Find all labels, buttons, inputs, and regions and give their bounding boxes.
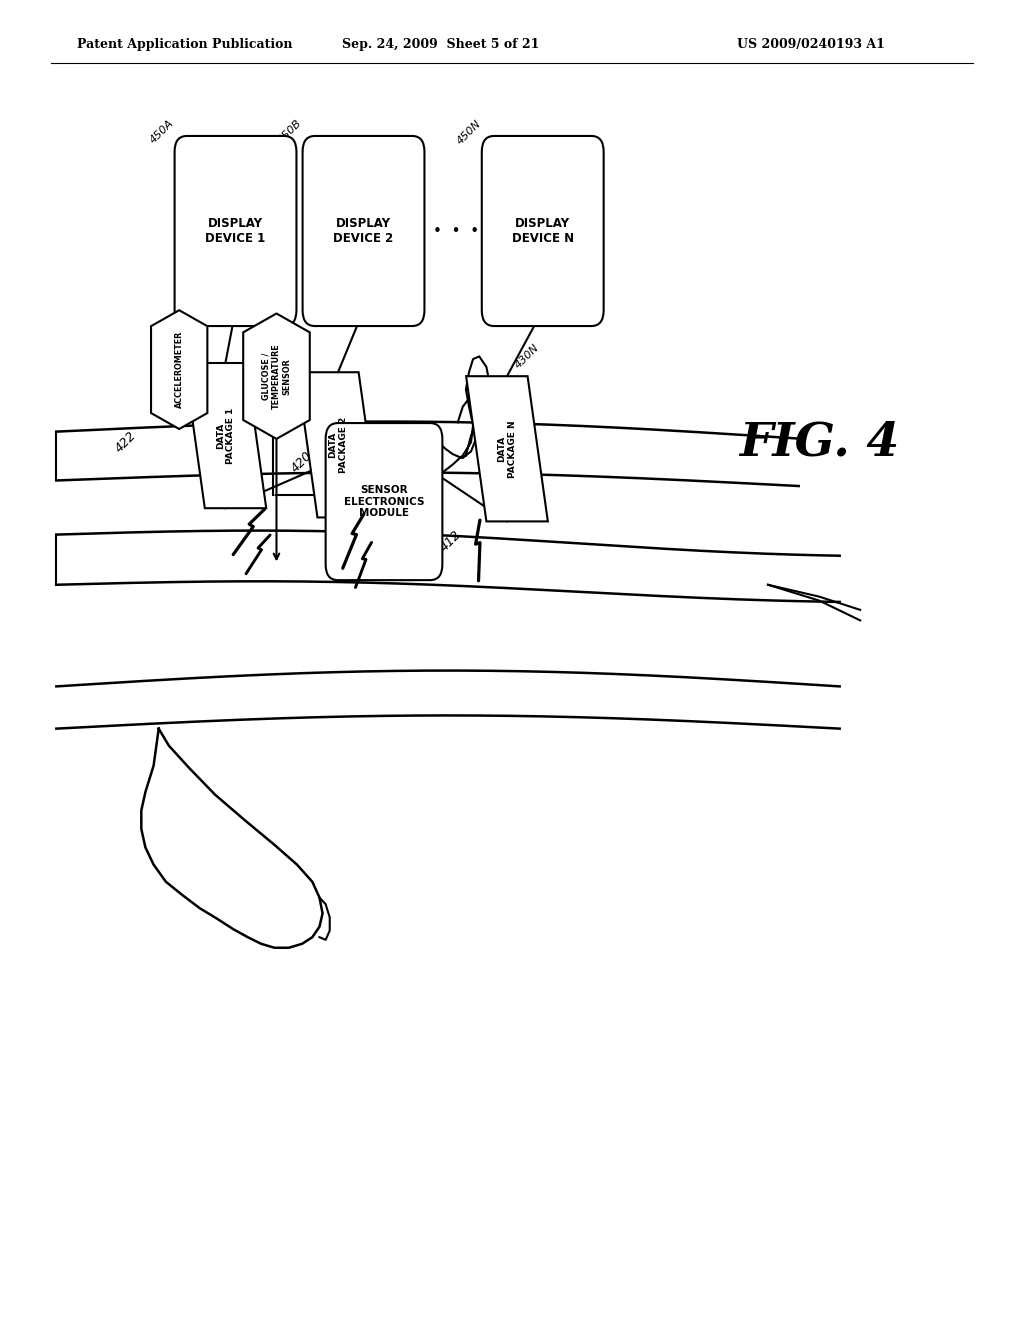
Text: DISPLAY
DEVICE 1: DISPLAY DEVICE 1 <box>206 216 265 246</box>
Text: •  •  •: • • • <box>432 223 479 239</box>
Text: Patent Application Publication: Patent Application Publication <box>77 38 292 51</box>
FancyBboxPatch shape <box>326 422 442 581</box>
Text: 420: 420 <box>289 449 315 475</box>
Polygon shape <box>244 314 309 438</box>
Text: DISPLAY
DEVICE N: DISPLAY DEVICE N <box>512 216 573 246</box>
Text: 412: 412 <box>437 528 464 554</box>
Polygon shape <box>184 363 266 508</box>
FancyBboxPatch shape <box>303 136 424 326</box>
Text: ACCELEROMETER: ACCELEROMETER <box>175 331 183 408</box>
Polygon shape <box>297 372 379 517</box>
FancyBboxPatch shape <box>174 136 297 326</box>
Text: 430B: 430B <box>273 399 300 425</box>
Text: 422: 422 <box>113 429 139 455</box>
Text: DATA
PACKAGE N: DATA PACKAGE N <box>498 420 517 478</box>
Text: FIG. 4: FIG. 4 <box>739 420 899 465</box>
Text: GLUCOSE /
TEMPERATURE
SENSOR: GLUCOSE / TEMPERATURE SENSOR <box>261 343 292 409</box>
Text: 430A: 430A <box>161 389 187 416</box>
Text: 430N: 430N <box>513 342 542 371</box>
Text: DISPLAY
DEVICE 2: DISPLAY DEVICE 2 <box>334 216 393 246</box>
FancyBboxPatch shape <box>482 136 604 326</box>
Polygon shape <box>466 376 548 521</box>
Polygon shape <box>152 310 207 429</box>
Text: DATA
PACKAGE 1: DATA PACKAGE 1 <box>216 408 236 463</box>
Text: 450N: 450N <box>455 117 483 147</box>
Text: 450A: 450A <box>148 119 175 145</box>
Text: Sep. 24, 2009  Sheet 5 of 21: Sep. 24, 2009 Sheet 5 of 21 <box>342 38 539 51</box>
Text: US 2009/0240193 A1: US 2009/0240193 A1 <box>737 38 885 51</box>
Text: 450B: 450B <box>276 119 303 145</box>
Text: SENSOR
ELECTRONICS
MODULE: SENSOR ELECTRONICS MODULE <box>344 484 424 519</box>
Text: DATA
PACKAGE 2: DATA PACKAGE 2 <box>329 417 348 473</box>
